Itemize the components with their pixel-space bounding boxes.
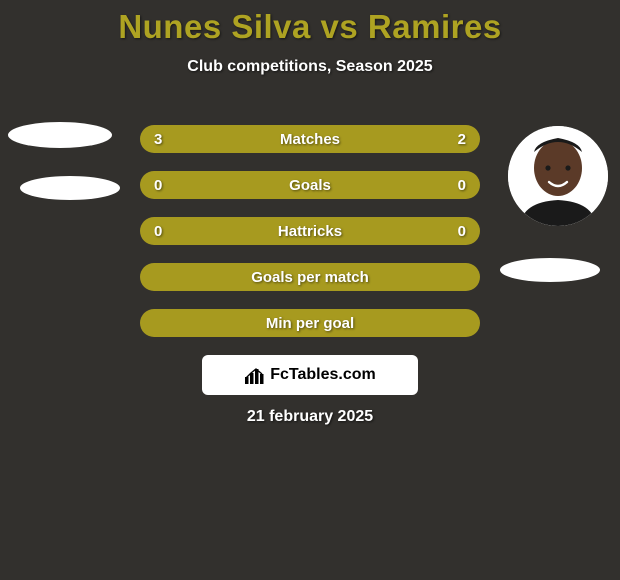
- stat-label: Goals: [140, 177, 480, 194]
- stat-row: Min per goal: [140, 309, 480, 337]
- stat-left-value: 0: [154, 177, 162, 194]
- stat-right-value: 0: [458, 223, 466, 240]
- avatar-icon: [508, 126, 608, 226]
- bars-icon: [244, 365, 266, 385]
- placeholder-ellipse: [8, 122, 112, 148]
- stat-row: 0Goals0: [140, 171, 480, 199]
- date-label: 21 february 2025: [0, 408, 620, 426]
- stat-row: Goals per match: [140, 263, 480, 291]
- placeholder-ellipse: [500, 258, 600, 282]
- badge-text: FcTables.com: [270, 366, 376, 384]
- placeholder-ellipse: [20, 176, 120, 200]
- subtitle: Club competitions, Season 2025: [0, 58, 620, 76]
- stat-label: Min per goal: [140, 315, 480, 332]
- stat-rows: 3Matches20Goals00Hattricks0Goals per mat…: [140, 125, 480, 355]
- comparison-card: Nunes Silva vs Ramires Club competitions…: [0, 0, 620, 580]
- page-title: Nunes Silva vs Ramires: [0, 0, 620, 46]
- stat-label: Matches: [140, 131, 480, 148]
- source-badge: FcTables.com: [202, 355, 418, 395]
- stat-row: 0Hattricks0: [140, 217, 480, 245]
- stat-right-value: 0: [458, 177, 466, 194]
- stat-label: Goals per match: [140, 269, 480, 286]
- stat-left-value: 0: [154, 223, 162, 240]
- stat-label: Hattricks: [140, 223, 480, 240]
- stat-left-value: 3: [154, 131, 162, 148]
- stat-right-value: 2: [458, 131, 466, 148]
- player-avatar: [508, 126, 608, 226]
- stat-row: 3Matches2: [140, 125, 480, 153]
